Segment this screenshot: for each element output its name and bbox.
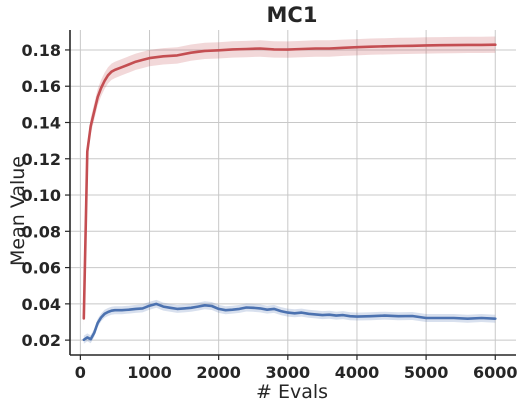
x-tick-label: 3000 bbox=[266, 363, 311, 382]
y-tick-label: 0.18 bbox=[22, 41, 61, 60]
y-tick-label: 0.02 bbox=[22, 331, 61, 350]
x-tick-label: 5000 bbox=[404, 363, 449, 382]
series-1-band bbox=[83, 36, 496, 327]
x-tick-label: 1000 bbox=[127, 363, 172, 382]
y-tick-label: 0.14 bbox=[22, 113, 61, 132]
y-axis-title: Mean Value bbox=[7, 156, 29, 266]
y-tick-label: 0.10 bbox=[22, 186, 61, 205]
series-lines bbox=[82, 43, 497, 342]
confidence-bands bbox=[83, 36, 496, 344]
grid bbox=[70, 30, 516, 355]
x-axis-title: # Evals bbox=[256, 381, 328, 403]
y-tick-label: 0.16 bbox=[22, 77, 61, 96]
series-2-line bbox=[82, 302, 497, 342]
y-tick-label: 0.06 bbox=[22, 259, 61, 278]
x-tick-label: 2000 bbox=[196, 363, 241, 382]
chart-title: MC1 bbox=[267, 3, 318, 27]
y-tick-label: 0.12 bbox=[22, 150, 61, 169]
x-tick-label: 0 bbox=[75, 363, 86, 382]
series-2-band bbox=[83, 299, 496, 344]
y-tick-label: 0.04 bbox=[22, 295, 61, 314]
series-1-line bbox=[82, 43, 497, 320]
x-tick-label: 4000 bbox=[335, 363, 380, 382]
y-tick-label: 0.08 bbox=[22, 222, 61, 241]
x-tick-label: 6000 bbox=[473, 363, 518, 382]
axes: 0 1000 2000 3000 4000 5000 6000 0.02 0.04 0.06 0.0… bbox=[22, 30, 518, 382]
